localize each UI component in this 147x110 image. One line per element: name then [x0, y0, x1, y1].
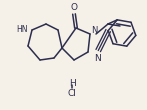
Text: Cl: Cl [68, 89, 76, 97]
Text: HN: HN [16, 25, 28, 34]
Text: N: N [91, 26, 97, 35]
Text: N: N [94, 54, 101, 63]
Text: O: O [71, 3, 77, 12]
Text: H: H [69, 79, 75, 87]
